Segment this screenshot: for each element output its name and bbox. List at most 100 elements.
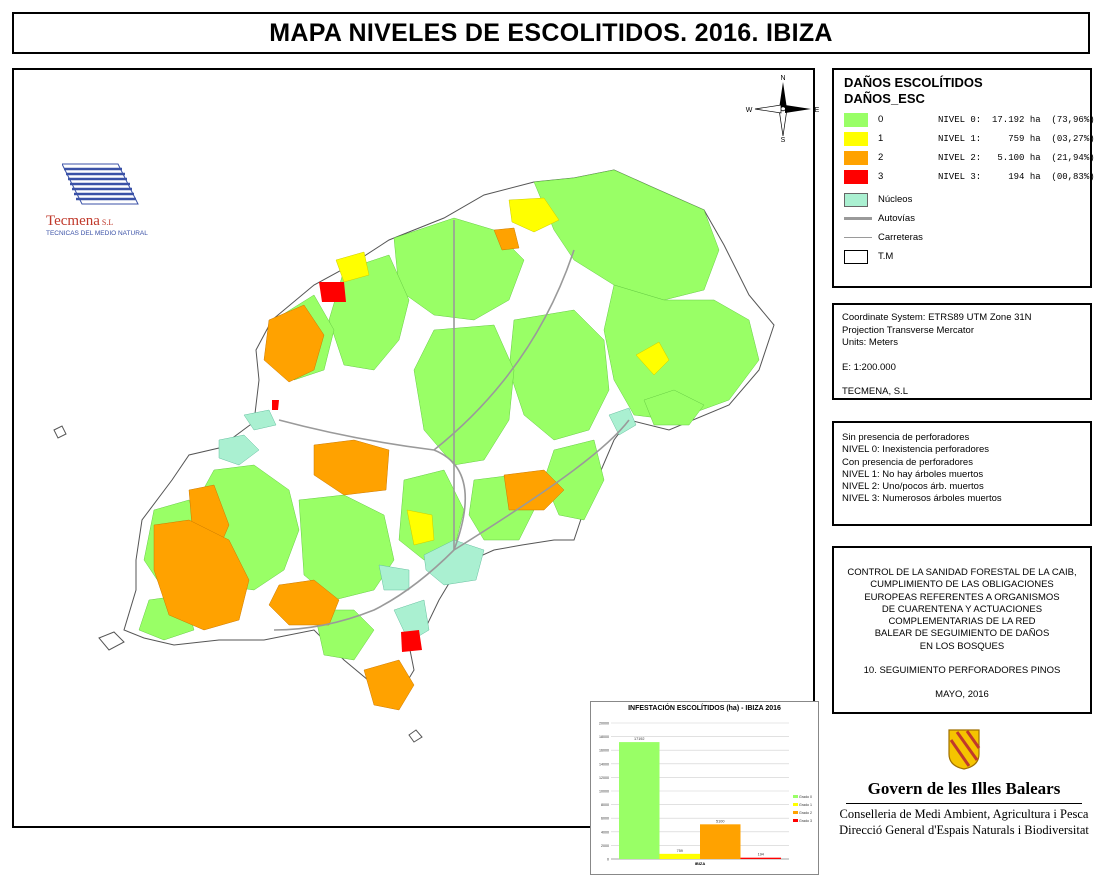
swatch-level1	[844, 131, 868, 146]
chart-legend-label: Grado 3	[799, 819, 812, 823]
legend-box: DAÑOS ESCOLÍTIDOS DAÑOS_ESC 0 NIVEL 0: 1…	[832, 68, 1095, 288]
legend-row-carreteras: Carreteras	[844, 228, 1080, 247]
swatch-level0	[844, 112, 868, 127]
swatch-nucleos	[844, 192, 868, 207]
roads	[273, 220, 630, 631]
chart-bar	[619, 742, 660, 859]
level-desc-line: NIVEL 0: Inexistencia perforadores	[842, 444, 989, 456]
legend-stat-level3: NIVEL 3: 194 ha (00,83%)	[938, 171, 1095, 182]
y-tick-label: 16000	[599, 749, 609, 753]
project-box: CONTROL DE LA SANIDAD FORESTAL DE LA CAI…	[832, 546, 1092, 714]
coord-units: Units: Meters	[842, 337, 898, 348]
legend-label-carreteras: Carreteras	[878, 232, 923, 243]
compass-s: S	[781, 137, 786, 143]
y-tick-label: 0	[607, 858, 609, 862]
govern-department: Conselleria de Medi Ambient, Agricultura…	[839, 807, 1089, 821]
govern-logo-block: Govern de les Illes Balears Conselleria …	[836, 728, 1092, 838]
project-line: CUMPLIMIENTO DE LAS OBLIGACIONES	[870, 579, 1054, 591]
ibiza-map	[53, 169, 775, 743]
legend-stat-level1: NIVEL 1: 759 ha (03,27%)	[938, 133, 1095, 144]
logo-company: Tecmena S.L	[46, 213, 114, 229]
tecmena-logo: Tecmena S.L TECNICAS DEL MEDIO NATURAL	[46, 162, 176, 237]
legend-label-autovias: Autovías	[878, 213, 915, 224]
nucleos-areas	[218, 407, 637, 643]
level-desc-line: NIVEL 3: Numerosos árboles muertos	[842, 493, 1002, 505]
project-line: COMPLEMENTARIAS DE LA RED	[888, 616, 1036, 628]
swatch-tm	[844, 249, 868, 264]
y-tick-label: 20000	[599, 722, 609, 726]
bar-value-label: 194	[758, 853, 764, 857]
y-tick-label: 6000	[601, 817, 609, 821]
compass-n: N	[780, 75, 785, 82]
y-tick-label: 8000	[601, 803, 609, 807]
y-tick-label: 10000	[599, 790, 609, 794]
govern-name: Govern de les Illes Balears	[867, 779, 1061, 798]
legend-row-level2: 2 NIVEL 2: 5.100 ha (21,94%)	[844, 148, 1095, 167]
legend-row-level1: 1 NIVEL 1: 759 ha (03,27%)	[844, 129, 1095, 148]
project-line: BALEAR DE SEGUIMIENTO DE DAÑOS	[874, 628, 1050, 640]
bar-chart: INFESTACIÓN ESCOLÍTIDOS (ha) - IBIZA 201…	[590, 701, 819, 875]
project-line: DE CUARENTENA Y ACTUACIONES	[881, 603, 1043, 615]
legend-heading: DAÑOS ESCOLÍTIDOS	[844, 75, 983, 90]
legend-swatch	[793, 811, 798, 814]
x-category-label: IBIZA	[695, 861, 706, 866]
coord-projection: Projection Transverse Mercator	[842, 324, 974, 336]
islets	[53, 425, 423, 743]
coordinate-box: Coordinate System: ETRS89 UTM Zone 31N P…	[832, 303, 1092, 400]
y-tick-label: 14000	[599, 762, 609, 766]
legend-label-level1: 1	[878, 133, 884, 144]
title-box: MAPA NIVELES DE ESCOLITIDOS. 2016. IBIZA	[12, 12, 1090, 54]
chart-bar	[659, 853, 700, 859]
y-tick-label: 18000	[599, 735, 609, 739]
compass-e: E	[815, 107, 820, 114]
forest-level2	[153, 227, 565, 711]
legend-label-level3: 3	[878, 171, 884, 182]
tecmena-logo-mark	[61, 163, 139, 205]
forest-level3	[272, 282, 422, 652]
y-tick-label: 4000	[601, 830, 609, 834]
govern-direction: Direcció General d'Espais Naturals i Bio…	[839, 822, 1089, 837]
map-frame: Tecmena S.L TECNICAS DEL MEDIO NATURAL N…	[12, 68, 820, 875]
swatch-level3	[844, 169, 868, 184]
level-description-box: Sin presencia de perforadores NIVEL 0: I…	[832, 421, 1092, 526]
bar-value-label: 5100	[716, 819, 724, 823]
bar-value-label: 759	[677, 849, 683, 853]
legend-stat-level2: NIVEL 2: 5.100 ha (21,94%)	[938, 152, 1095, 163]
project-line: 10. SEGUIMIENTO PERFORADORES PINOS	[863, 665, 1061, 677]
forest-level1	[335, 197, 670, 546]
north-arrow: N W E S	[746, 75, 820, 143]
level-desc-line: Sin presencia de perforadores	[842, 432, 970, 443]
autovias-line	[844, 217, 872, 220]
project-line: CONTROL DE LA SANIDAD FORESTAL DE LA CAI…	[847, 567, 1077, 578]
legend-subheading: DAÑOS_ESC	[844, 91, 925, 106]
carreteras-line	[844, 237, 872, 238]
level-desc-line: Con presencia de perforadores	[842, 456, 973, 468]
swatch-level2	[844, 150, 868, 165]
coord-author: TECMENA, S.L	[842, 386, 908, 397]
legend-swatch	[793, 795, 798, 798]
project-line: EN LOS BOSQUES	[919, 640, 1005, 652]
chart-legend-label: Grado 1	[799, 803, 812, 807]
project-date: MAYO, 2016	[935, 689, 989, 701]
y-tick-label: 12000	[599, 776, 609, 780]
legend-swatch	[793, 819, 798, 822]
legend-row-level3: 3 NIVEL 3: 194 ha (00,83%)	[844, 167, 1095, 186]
legend-swatch	[793, 803, 798, 806]
legend-row-nucleos: Núcleos	[844, 190, 1080, 209]
chart-title: INFESTACIÓN ESCOLÍTIDOS (ha) - IBIZA 201…	[628, 705, 781, 712]
govern-shield-icon	[948, 729, 981, 770]
legend-row-level0: 0 NIVEL 0: 17.192 ha (73,96%)	[844, 110, 1095, 129]
bar-value-label: 17192	[634, 737, 645, 741]
legend-label-level0: 0	[878, 114, 884, 125]
coord-scale: E: 1:200.000	[842, 361, 896, 373]
coord-system: Coordinate System: ETRS89 UTM Zone 31N	[842, 312, 1032, 323]
legend-stat-level0: NIVEL 0: 17.192 ha (73,96%)	[938, 114, 1095, 125]
chart-svg: 0 2000 4000 6000 8000 10000 12000 14000 16000 180…	[599, 722, 812, 867]
legend-label-tm: T.M	[878, 251, 894, 262]
chart-legend-label: Grado 2	[799, 811, 812, 815]
legend-row-tm: T.M	[844, 247, 1080, 266]
chart-legend-label: Grado 0	[799, 795, 812, 799]
y-tick-label: 2000	[601, 844, 609, 848]
level-desc-line: NIVEL 1: No hay árboles muertos	[842, 468, 984, 480]
map-title: MAPA NIVELES DE ESCOLITIDOS. 2016. IBIZA	[269, 19, 833, 47]
